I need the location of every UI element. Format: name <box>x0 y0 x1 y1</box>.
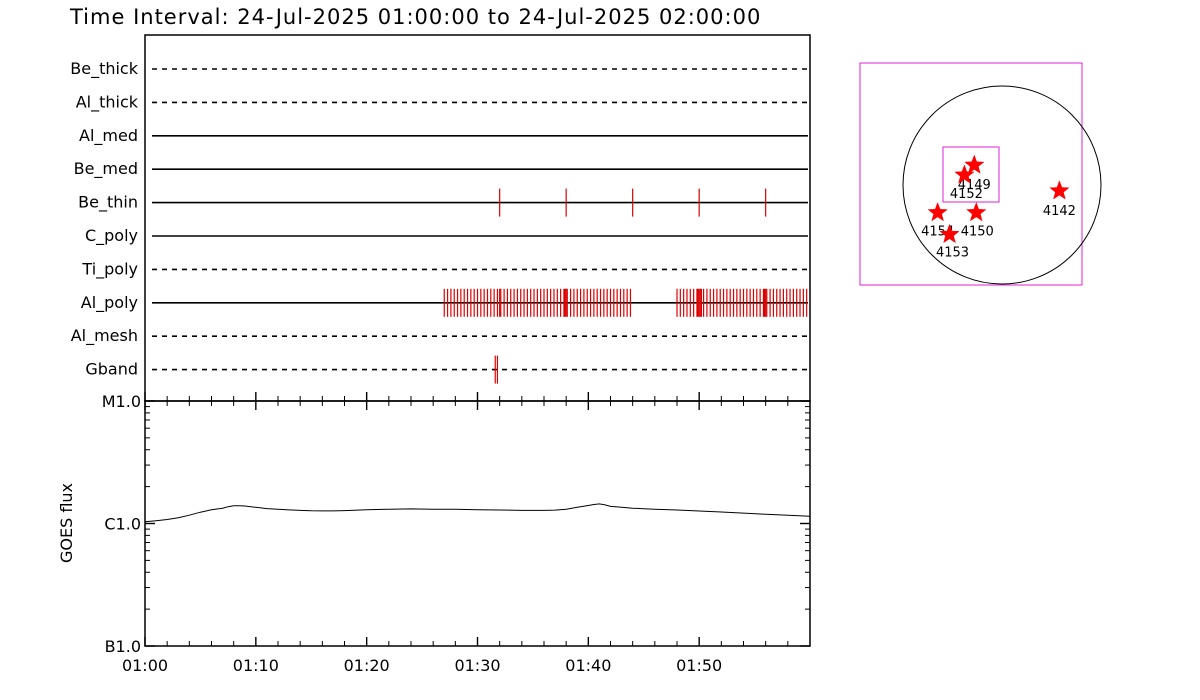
active-region-label-4149: 4149 <box>958 178 991 193</box>
row-label-be_thick: Be_thick <box>70 59 138 79</box>
active-region-label-4150: 4150 <box>961 225 994 240</box>
row-label-al_poly: Al_poly <box>81 293 138 313</box>
imager-box <box>942 146 1000 203</box>
field-of-view-box <box>859 62 1083 286</box>
row-label-be_med: Be_med <box>74 159 138 179</box>
y-tick-label-0: M1.0 <box>102 392 141 411</box>
goes-y-axis-label: GOES flux <box>57 483 76 563</box>
goes-frame <box>144 400 811 647</box>
x-tick-label-4: 01:40 <box>565 656 611 675</box>
row-label-c_poly: C_poly <box>85 226 138 246</box>
active-region-star-4142 <box>1049 180 1070 200</box>
x-tick-label-2: 01:20 <box>344 656 390 675</box>
row-label-al_med: Al_med <box>79 126 138 146</box>
row-label-al_thick: Al_thick <box>76 92 139 112</box>
event-timeline-panel: Be_thick Al_thick Al_med Be_med Be_thin C_pol… <box>70 34 811 402</box>
active-region-star-4152 <box>954 164 975 184</box>
row-label-al_mesh: Al_mesh <box>71 326 138 346</box>
solar-limb-circle <box>902 85 1102 285</box>
active-region-star-4154 <box>927 201 948 222</box>
row-label-be_thin: Be_thin <box>78 193 138 213</box>
row-label-ti_poly: Ti_poly <box>81 259 138 279</box>
y-tick-label-2: B1.0 <box>105 637 141 656</box>
goes-flux-line <box>144 503 811 523</box>
x-tick-label-3: 01:30 <box>454 656 500 675</box>
active-region-star-4150 <box>966 201 987 222</box>
goes-flux-panel: 01:00 01:10 01:20 01:30 01:40 01:50 M1.0 C1.0 B1… <box>57 392 811 675</box>
timeline-frame <box>144 34 811 402</box>
active-region-star-4149 <box>964 154 985 174</box>
y-tick-label-1: C1.0 <box>104 515 141 534</box>
time-interval-title: Time Interval: 24-Jul-2025 01:00:00 to 2… <box>69 5 761 29</box>
active-region-label-4142: 4142 <box>1043 204 1076 219</box>
row-label-gband: Gband <box>85 360 138 379</box>
active-region-label-4153: 4153 <box>936 246 969 261</box>
goes-axis-ticks: 01:00 01:10 01:20 01:30 01:40 01:50 M1.0 C1.0 B1… <box>102 392 810 675</box>
x-tick-label-1: 01:10 <box>233 656 279 675</box>
x-tick-label-0: 01:00 <box>122 656 168 675</box>
active-region-label-4152: 4152 <box>950 187 983 202</box>
timeline-rows: Be_thick Al_thick Al_med Be_med Be_thin C_pol… <box>70 59 808 384</box>
x-tick-label-5: 01:50 <box>676 656 722 675</box>
active-region-star-4153 <box>939 223 960 244</box>
